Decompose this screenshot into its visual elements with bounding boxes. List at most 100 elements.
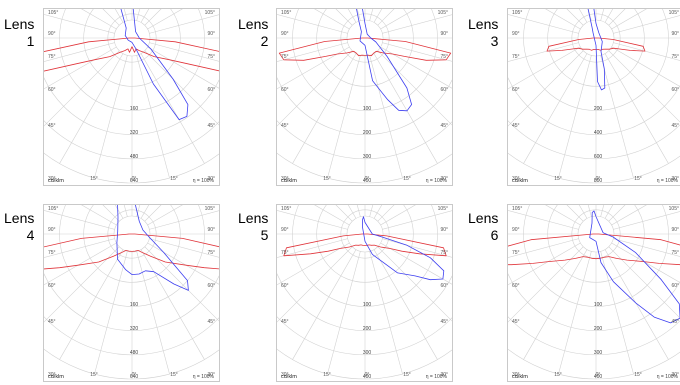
- grid-radial: [114, 9, 133, 39]
- curve-c0-c180: [278, 37, 452, 61]
- angle-label-left: 45°: [48, 319, 56, 325]
- grid-radial: [356, 205, 366, 235]
- angle-label-bottom: 15°: [554, 372, 562, 378]
- polar-diagram-panel: 160 320 480 640 105° 90° 75° 60° 45° 30° 105° 90° 75…: [43, 204, 220, 382]
- efficiency-label: η = 100%: [657, 374, 679, 380]
- grid-radial: [595, 37, 680, 61]
- angle-label-right: 30°: [440, 176, 448, 182]
- curve-c90-c270: [120, 9, 189, 120]
- angle-label-right: 75°: [671, 250, 679, 256]
- grid-radial: [123, 9, 133, 39]
- grid-radial: [356, 9, 366, 39]
- grid-radial: [44, 14, 133, 39]
- angle-label-left: 75°: [512, 54, 520, 60]
- ring-value-label: 100: [594, 302, 603, 308]
- angle-label-right: 45°: [207, 123, 215, 129]
- grid-radial: [131, 233, 219, 285]
- grid-radial: [131, 37, 219, 89]
- grid-radial: [595, 37, 634, 179]
- efficiency-label: η = 100%: [426, 178, 448, 184]
- angle-label-right: 75°: [207, 54, 215, 60]
- angle-label-bottom: 0°: [132, 372, 137, 378]
- angle-label-bottom: 15°: [90, 176, 98, 182]
- grid-radial: [131, 9, 150, 39]
- grid-radial: [314, 9, 366, 39]
- grid-radial: [595, 9, 614, 39]
- grid-radial: [102, 205, 133, 235]
- angle-label-left: 45°: [48, 123, 56, 129]
- polar-plot: 100200300400500105°90°75°60°45°30°105°90…: [508, 205, 680, 380]
- angle-label-right: 90°: [440, 31, 448, 37]
- grid-radial: [44, 233, 133, 323]
- grid-radial: [523, 37, 597, 164]
- ring-value-label: 480: [130, 154, 139, 160]
- grid-radial: [314, 205, 366, 235]
- curve-c0-c180: [508, 233, 680, 266]
- grid-radial: [595, 211, 680, 235]
- grid-radial: [595, 205, 614, 235]
- polar-plot: 100200300400500105°90°75°60°45°30°105°90…: [277, 205, 452, 380]
- grid-radial: [131, 9, 162, 39]
- grid-radial: [595, 37, 669, 164]
- angle-label-right: 30°: [671, 372, 679, 378]
- angle-label-left: 75°: [512, 250, 520, 256]
- angle-label-left: 90°: [48, 227, 56, 233]
- grid-radial: [59, 233, 133, 360]
- grid-radial: [277, 14, 366, 39]
- grid-radial: [123, 205, 133, 235]
- angle-label-right: 30°: [671, 176, 679, 182]
- lens-label-number: 1: [26, 33, 35, 49]
- grid-radial: [595, 205, 626, 235]
- grid-radial: [59, 37, 133, 164]
- grid-radial: [277, 233, 366, 286]
- grid-radial: [277, 233, 366, 323]
- grid-radial: [364, 9, 383, 39]
- grid-radial: [327, 37, 366, 179]
- grid-radial: [508, 210, 597, 235]
- angle-label-left: 30°: [512, 372, 520, 378]
- grid-radial: [364, 233, 452, 285]
- grid-radial: [587, 9, 597, 39]
- angle-label-right: 45°: [440, 319, 448, 325]
- grid-radial: [131, 205, 183, 235]
- lens-label: Lens 4: [4, 210, 34, 244]
- grid-radial: [578, 9, 597, 39]
- grid-radial: [595, 37, 680, 123]
- grid-radial: [364, 233, 452, 322]
- efficiency-label: η = 100%: [426, 374, 448, 380]
- efficiency-label: η = 100%: [193, 178, 215, 184]
- grid-radial: [364, 205, 395, 235]
- angle-label-right: 45°: [440, 123, 448, 129]
- angle-label-right: 60°: [440, 283, 448, 289]
- angle-label-right: 90°: [207, 31, 215, 37]
- grid-radial: [364, 205, 374, 235]
- lens-label-word: Lens: [468, 210, 499, 226]
- unit-label: cd/klm: [48, 178, 64, 184]
- grid-radial: [508, 14, 597, 39]
- grid-radial: [131, 9, 141, 39]
- grid-radial: [44, 37, 133, 90]
- angle-label-right: 60°: [671, 283, 679, 289]
- angle-label-left: 105°: [281, 206, 291, 212]
- angle-label-right: 90°: [440, 227, 448, 233]
- grid-radial: [587, 205, 597, 235]
- angle-label-left: 60°: [512, 283, 520, 289]
- grid-radial: [131, 210, 219, 235]
- ring-value-label: 320: [130, 130, 139, 136]
- angle-label-bottom: 0°: [365, 176, 370, 182]
- ring-value-label: 800: [594, 178, 603, 184]
- angle-label-right: 90°: [671, 227, 679, 233]
- angle-label-right: 105°: [669, 10, 679, 16]
- ring-value-label: 600: [594, 154, 603, 160]
- angle-label-left: 105°: [512, 10, 522, 16]
- ring-value-label: 300: [594, 350, 603, 356]
- angle-label-right: 75°: [207, 250, 215, 256]
- polar-diagram-panel: 100200300400500105°90°75°60°45°30°105°90…: [276, 204, 453, 382]
- efficiency-label: η = 100%: [193, 374, 215, 380]
- ring-value-label: 320: [130, 326, 139, 332]
- grid-radial: [335, 9, 366, 39]
- angle-label-right: 105°: [669, 206, 679, 212]
- grid-radial: [364, 9, 416, 39]
- grid-radial: [595, 233, 669, 360]
- ring-value-label: 400: [594, 374, 603, 380]
